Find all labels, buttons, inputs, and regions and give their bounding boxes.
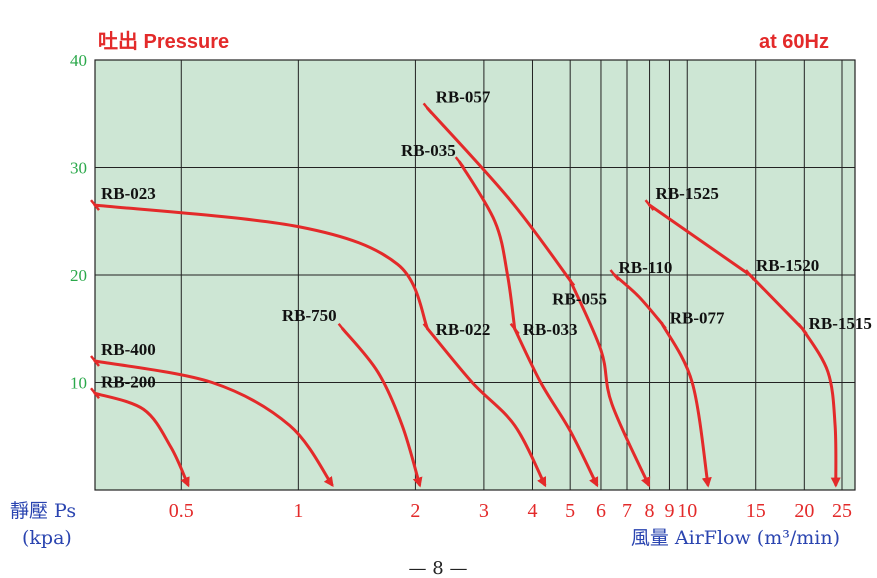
curve-label-rb-750: RB-750 bbox=[282, 306, 337, 325]
curve-rb-110 bbox=[613, 273, 664, 325]
curve-rb-077 bbox=[660, 321, 712, 488]
operating-point-tick bbox=[509, 322, 520, 335]
grid-lines bbox=[94, 59, 856, 491]
page-number: — 8 — bbox=[409, 558, 468, 578]
curve-rb-1520 bbox=[748, 273, 805, 331]
operating-point-tick bbox=[90, 387, 100, 400]
curve-label-rb-022: RB-022 bbox=[436, 320, 491, 339]
curve-label-rb-110: RB-110 bbox=[618, 258, 672, 277]
x-tick-label: 8 bbox=[645, 500, 655, 522]
operating-point-tick bbox=[745, 269, 755, 281]
curve-rb-035 bbox=[458, 160, 517, 331]
curve-rb-200 bbox=[93, 391, 190, 488]
curve-label-rb-1520: RB-1520 bbox=[756, 256, 819, 275]
x-tick-label: 4 bbox=[527, 500, 537, 522]
curve-rb-022 bbox=[426, 327, 547, 488]
curve-rb-750 bbox=[341, 327, 423, 488]
operating-point-tick bbox=[797, 322, 808, 335]
chart-title: 吐出 Pressure bbox=[98, 30, 229, 53]
y-tick-label: 10 bbox=[70, 374, 87, 393]
x-tick-label: 5 bbox=[565, 500, 575, 522]
chart-frequency-note: at 60Hz bbox=[759, 31, 829, 53]
curve-label-rb-055: RB-055 bbox=[552, 289, 607, 308]
curve-rb-1525 bbox=[648, 203, 752, 277]
curve-rb-033 bbox=[513, 327, 599, 488]
curve-label-rb-035: RB-035 bbox=[401, 141, 456, 160]
operating-point-tick bbox=[422, 102, 433, 115]
curve-label-rb-1515: RB-1515 bbox=[809, 314, 872, 333]
curve-label-rb-023: RB-023 bbox=[101, 184, 156, 203]
curve-label-rb-200: RB-200 bbox=[101, 372, 156, 391]
x-tick-label: 10 bbox=[677, 500, 697, 522]
curve-rb-1515 bbox=[801, 327, 841, 488]
y-tick-label: 20 bbox=[70, 266, 87, 285]
x-tick-labels: 0.5 1 2 3 4 5 6 7 8 9 10 15 20 25 bbox=[169, 500, 852, 522]
operating-point-tick bbox=[90, 355, 100, 367]
curve-label-rb-1525: RB-1525 bbox=[656, 184, 719, 203]
x-tick-label: 1 bbox=[293, 500, 303, 522]
y-tick-label: 40 bbox=[70, 51, 87, 70]
curve-label-rb-077: RB-077 bbox=[670, 308, 725, 327]
curve-layer bbox=[90, 102, 841, 488]
curve-rb-023 bbox=[93, 203, 430, 331]
x-tick-label: 9 bbox=[664, 500, 674, 522]
curve-rb-057 bbox=[426, 106, 572, 282]
x-tick-label: 3 bbox=[479, 500, 489, 522]
operating-point-tick bbox=[337, 322, 348, 335]
x-tick-label: 20 bbox=[794, 500, 814, 522]
curve-label-rb-033: RB-033 bbox=[523, 320, 578, 339]
y-tick-label: 30 bbox=[70, 159, 87, 178]
y-axis-label-line1: 靜壓 Ps bbox=[10, 500, 76, 522]
y-axis-label-line2: (kpa) bbox=[22, 527, 72, 549]
operating-point-tick bbox=[644, 199, 655, 211]
x-tick-label: 7 bbox=[622, 500, 632, 522]
operating-point-tick bbox=[454, 156, 465, 168]
x-axis-label: 風量 AirFlow (m³/min) bbox=[631, 527, 840, 549]
curve-label-rb-400: RB-400 bbox=[101, 340, 156, 359]
x-tick-label: 15 bbox=[746, 500, 766, 522]
curve-label-rb-057: RB-057 bbox=[436, 87, 491, 106]
x-tick-label: 0.5 bbox=[169, 500, 194, 522]
operating-point-tick bbox=[656, 317, 667, 330]
y-tick-labels: 10 20 30 40 bbox=[70, 51, 87, 393]
curve-rb-055 bbox=[568, 278, 651, 488]
x-tick-label: 25 bbox=[832, 500, 852, 522]
operating-point-tick bbox=[422, 322, 433, 335]
curve-rb-400 bbox=[93, 359, 334, 488]
operating-point-tick bbox=[565, 274, 576, 287]
x-tick-label: 2 bbox=[410, 500, 420, 522]
operating-point-tick bbox=[90, 199, 100, 211]
curve-label-layer: RB-200 RB-400 RB-750 RB-023 RB-022 RB-035 RB-0… bbox=[101, 87, 872, 391]
plot-frame bbox=[94, 59, 856, 491]
operating-point-tick bbox=[609, 269, 620, 281]
x-tick-label: 6 bbox=[596, 500, 606, 522]
